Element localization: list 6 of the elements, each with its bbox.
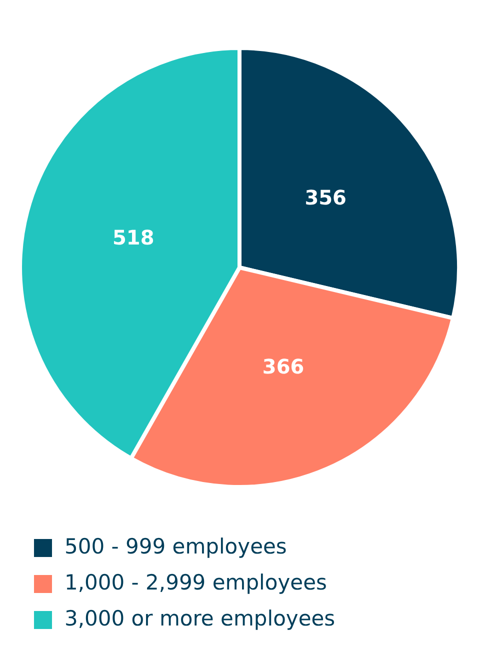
data-label: 356	[304, 186, 346, 210]
legend-label: 3,000 or more employees	[64, 606, 336, 630]
legend-label: 1,000 - 2,999 employees	[64, 570, 327, 594]
legend-label: 500 - 999 employees	[64, 534, 287, 558]
data-label: 366	[262, 354, 304, 378]
data-label: 518	[112, 226, 154, 250]
